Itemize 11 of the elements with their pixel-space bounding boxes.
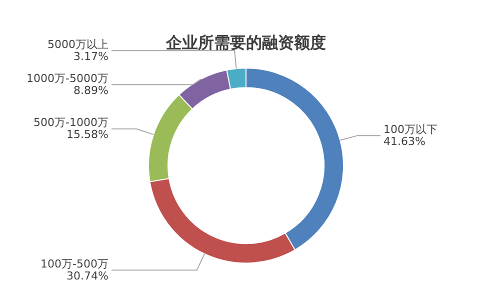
data-label: 41.63% [384,134,426,148]
data-label: 8.89% [74,84,108,98]
slice-label: 100万以下 [384,122,438,136]
data-label: 3.17% [74,50,108,64]
slice-label: 500万-1000万 [34,116,108,130]
chart-title: 企业所需要的融资额度 [165,32,326,52]
slice-label: 100万-500万 [40,257,108,270]
data-label: 30.74% [66,269,108,282]
slice-label: 1000万-5000万 [26,72,108,86]
slice-label: 5000万以上 [48,38,108,52]
data-label: 15.58% [66,128,108,142]
